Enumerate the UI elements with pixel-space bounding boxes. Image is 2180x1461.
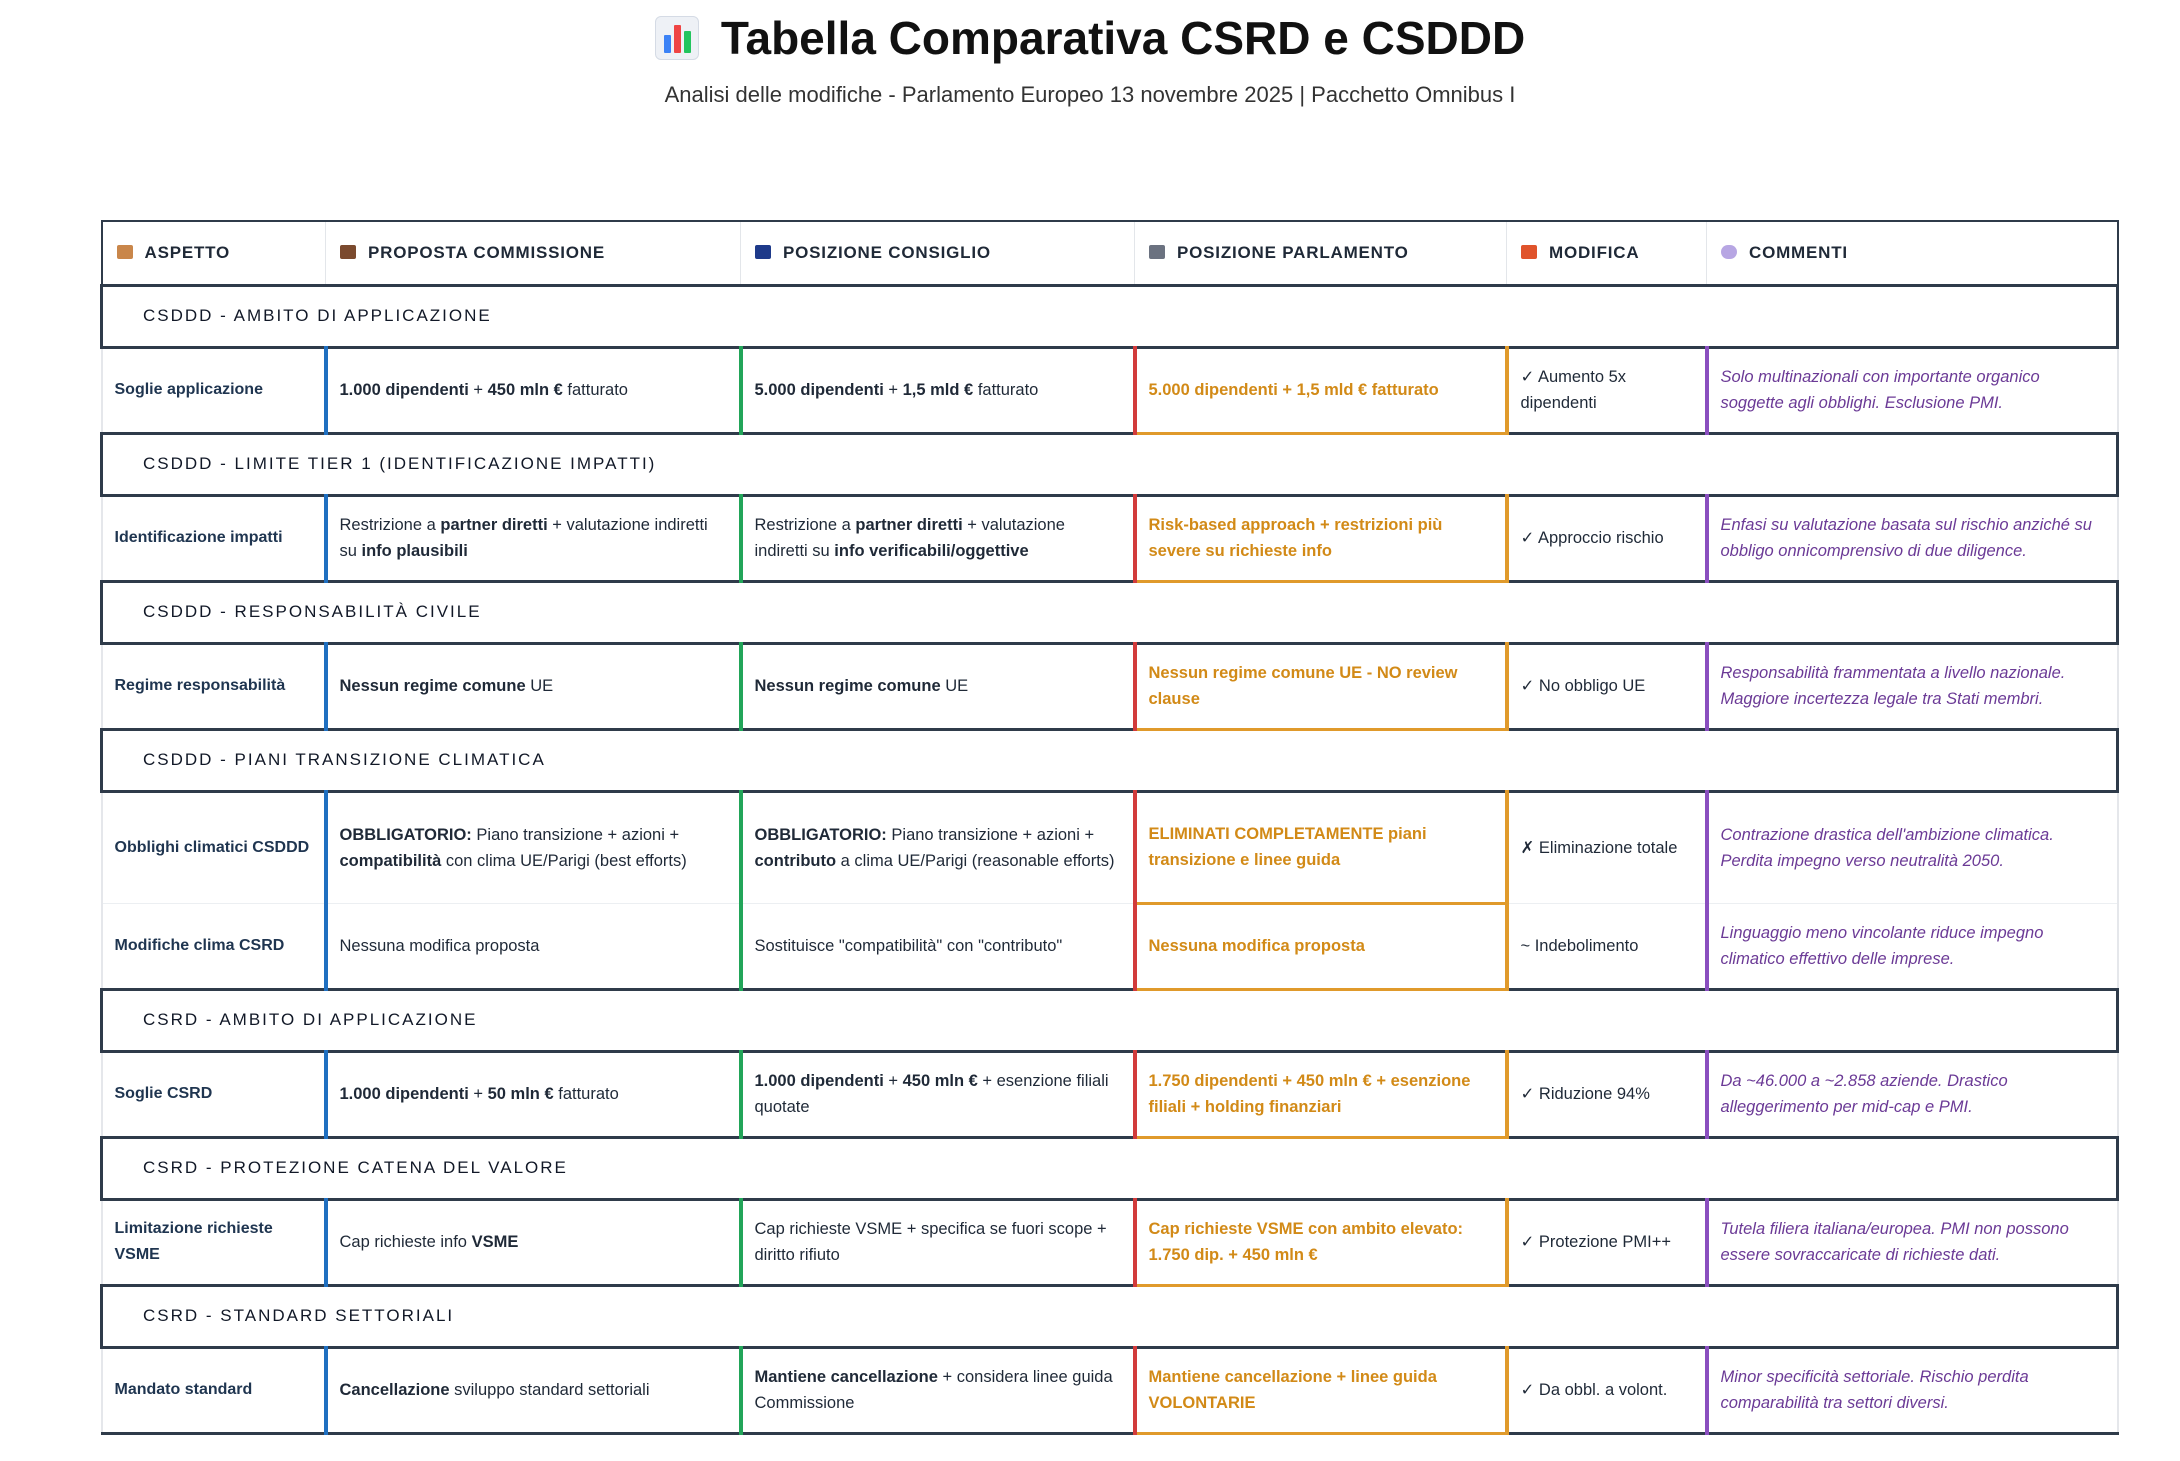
section-header-row: CSRD - STANDARD SETTORIALI <box>100 1283 2119 1349</box>
table-row: Modifiche clima CSRD Nessuna modifica pro… <box>100 903 2119 991</box>
cell-commissione: Cancellazione sviluppo standard settoria… <box>323 1347 741 1435</box>
cell-commenti: Linguaggio meno vincolante riduce impegn… <box>1704 903 2119 991</box>
eu-flag-icon <box>755 244 771 259</box>
briefcase-icon <box>340 244 356 259</box>
cell-parlamento: 5.000 dipendenti + 1,5 mld € fatturato <box>1132 347 1509 435</box>
bar-chart-icon <box>654 16 699 60</box>
cell-commenti: Da ~46.000 a ~2.858 aziende. Drastico al… <box>1704 1051 2119 1139</box>
table-row: Mandato standard Cancellazione sviluppo s… <box>100 1347 2119 1435</box>
section-title: CSDDD - AMBITO DI APPLICAZIONE <box>100 283 2119 349</box>
cell-commissione: 1.000 dipendenti + 450 mln € fatturato <box>323 347 741 435</box>
cell-parlamento: 1.750 dipendenti + 450 mln € + esenzione… <box>1132 1051 1509 1139</box>
cell-aspetto: Modifiche clima CSRD <box>100 903 326 991</box>
cell-consiglio: 1.000 dipendenti + 450 mln € + esenzione… <box>738 1051 1135 1139</box>
column-header-aspetto: ASPETTO <box>100 220 326 285</box>
cell-parlamento: Risk-based approach + restrizioni più se… <box>1132 495 1509 583</box>
pencil-icon <box>1521 244 1537 259</box>
cell-consiglio: OBBLIGATORIO: Piano transizione + azioni… <box>738 791 1135 904</box>
cell-modifica: ✗ Eliminazione totale <box>1506 791 1707 904</box>
section-header-row: CSDDD - LIMITE TIER 1 (IDENTIFICAZIONE I… <box>100 431 2119 497</box>
page-title: Tabella Comparativa CSRD e CSDDD <box>0 8 2180 68</box>
cell-aspetto: Limitazione richieste VSME <box>100 1199 326 1287</box>
table-row: Obblighi climatici CSDDD OBBLIGATORIO: Pi… <box>100 791 2119 905</box>
comparison-table: ASPETTO PROPOSTA COMMISSIONE POSIZIONE C… <box>100 220 2119 1435</box>
cell-parlamento: Mantiene cancellazione + linee guida VOL… <box>1132 1347 1509 1435</box>
section-title: CSRD - STANDARD SETTORIALI <box>100 1283 2119 1349</box>
cell-modifica: ✓ Aumento 5x dipendenti <box>1506 347 1707 435</box>
classical-building-icon <box>1149 244 1165 259</box>
comparison-table-container: ASPETTO PROPOSTA COMMISSIONE POSIZIONE C… <box>100 220 2119 1435</box>
section-title: CSRD - AMBITO DI APPLICAZIONE <box>100 987 2119 1053</box>
cell-consiglio: Mantiene cancellazione + considera linee… <box>738 1347 1135 1435</box>
table-row: Identificazione impatti Restrizione a par… <box>100 495 2119 583</box>
cell-consiglio: Sostituisce "compatibilità" con "contrib… <box>738 903 1135 991</box>
cell-commissione: 1.000 dipendenti + 50 mln € fatturato <box>323 1051 741 1139</box>
cell-commenti: Solo multinazionali con importante organ… <box>1704 347 2119 435</box>
clipboard-icon <box>116 244 133 259</box>
column-header-commissione: PROPOSTA COMMISSIONE <box>325 220 741 285</box>
cell-modifica: ✓ Approccio rischio <box>1506 495 1707 583</box>
section-header-row: CSDDD - AMBITO DI APPLICAZIONE <box>100 283 2119 349</box>
cell-aspetto: Mandato standard <box>100 1347 326 1435</box>
cell-commenti: Contrazione drastica dell'ambizione clim… <box>1704 791 2119 904</box>
cell-modifica: ✓ Riduzione 94% <box>1506 1051 1707 1139</box>
cell-consiglio: Restrizione a partner diretti + valutazi… <box>738 495 1135 583</box>
cell-aspetto: Identificazione impatti <box>100 495 326 583</box>
table-header-row: ASPETTO PROPOSTA COMMISSIONE POSIZIONE C… <box>100 220 2119 285</box>
cell-commissione: Nessuna modifica proposta <box>323 903 741 991</box>
table-body: CSDDD - AMBITO DI APPLICAZIONE Soglie app… <box>100 283 2119 1435</box>
cell-modifica: ✓ Protezione PMI++ <box>1506 1199 1707 1287</box>
cell-modifica: ✓ Da obbl. a volont. <box>1506 1347 1707 1435</box>
cell-commissione: OBBLIGATORIO: Piano transizione + azioni… <box>323 791 741 904</box>
page-title-text: Tabella Comparativa CSRD e CSDDD <box>720 12 1526 64</box>
cell-parlamento: ELIMINATI COMPLETAMENTE piani transizion… <box>1132 791 1509 905</box>
cell-commissione: Nessun regime comune UE <box>323 643 741 731</box>
cell-aspetto: Obblighi climatici CSDDD <box>100 791 326 904</box>
cell-commenti: Enfasi su valutazione basata sul rischio… <box>1704 495 2119 583</box>
section-header-row: CSDDD - PIANI TRANSIZIONE CLIMATICA <box>100 727 2119 793</box>
cell-aspetto: Regime responsabilità <box>100 643 326 731</box>
cell-commissione: Restrizione a partner diretti + valutazi… <box>323 495 741 583</box>
cell-commenti: Responsabilità frammentata a livello naz… <box>1704 643 2119 731</box>
section-title: CSDDD - PIANI TRANSIZIONE CLIMATICA <box>100 727 2119 793</box>
cell-aspetto: Soglie applicazione <box>100 347 326 435</box>
speech-bubble-icon <box>1721 244 1737 259</box>
column-header-parlamento: POSIZIONE PARLAMENTO <box>1134 220 1507 285</box>
table-row: Regime responsabilità Nessun regime comun… <box>100 643 2119 731</box>
section-title: CSDDD - LIMITE TIER 1 (IDENTIFICAZIONE I… <box>100 431 2119 497</box>
section-header-row: CSRD - PROTEZIONE CATENA DEL VALORE <box>100 1135 2119 1201</box>
section-header-row: CSRD - AMBITO DI APPLICAZIONE <box>100 987 2119 1053</box>
cell-aspetto: Soglie CSRD <box>100 1051 326 1139</box>
table-row: Limitazione richieste VSME Cap richieste … <box>100 1199 2119 1287</box>
cell-parlamento: Cap richieste VSME con ambito elevato: 1… <box>1132 1199 1509 1287</box>
table-row: Soglie CSRD 1.000 dipendenti + 50 mln € f… <box>100 1051 2119 1139</box>
section-title: CSRD - PROTEZIONE CATENA DEL VALORE <box>100 1135 2119 1201</box>
section-header-row: CSDDD - RESPONSABILITÀ CIVILE <box>100 579 2119 645</box>
section-title: CSDDD - RESPONSABILITÀ CIVILE <box>100 579 2119 645</box>
table-row: Soglie applicazione 1.000 dipendenti + 45… <box>100 347 2119 435</box>
cell-consiglio: Cap richieste VSME + specifica se fuori … <box>738 1199 1135 1287</box>
column-header-modifica: MODIFICA <box>1506 220 1707 285</box>
cell-consiglio: 5.000 dipendenti + 1,5 mld € fatturato <box>738 347 1135 435</box>
cell-commenti: Minor specificità settoriale. Rischio pe… <box>1704 1347 2119 1435</box>
column-header-consiglio: POSIZIONE CONSIGLIO <box>740 220 1135 285</box>
column-header-commenti: COMMENTI <box>1706 220 2119 285</box>
cell-parlamento: Nessuna modifica proposta <box>1132 903 1509 991</box>
cell-consiglio: Nessun regime comune UE <box>738 643 1135 731</box>
cell-modifica: ~ Indebolimento <box>1506 903 1707 991</box>
page-subtitle: Analisi delle modifiche - Parlamento Eur… <box>664 82 1516 107</box>
cell-commissione: Cap richieste info VSME <box>323 1199 741 1287</box>
cell-modifica: ✓ No obbligo UE <box>1506 643 1707 731</box>
cell-parlamento: Nessun regime comune UE - NO review clau… <box>1132 643 1509 731</box>
cell-commenti: Tutela filiera italiana/europea. PMI non… <box>1704 1199 2119 1287</box>
